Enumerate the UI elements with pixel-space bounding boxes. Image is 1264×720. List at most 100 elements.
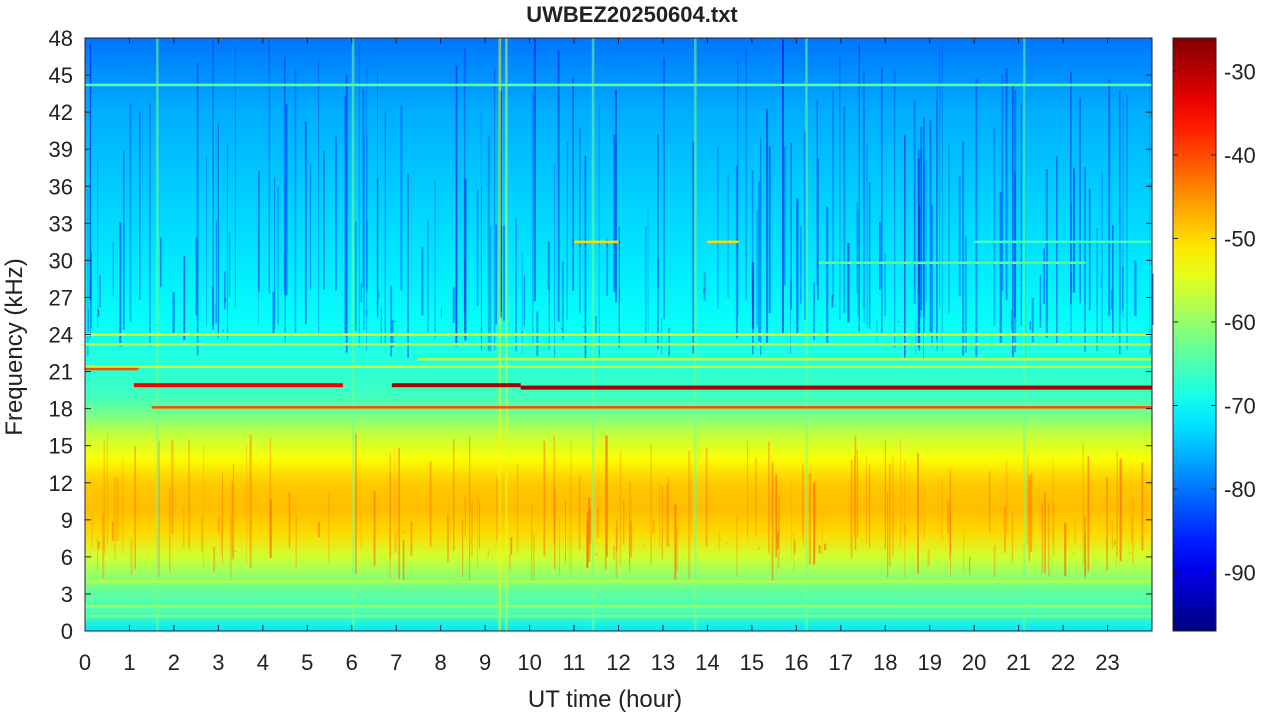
texture-streak <box>103 440 106 554</box>
texture-streak <box>771 462 774 581</box>
texture-streak <box>629 511 631 573</box>
texture-streak <box>123 151 125 330</box>
spectrogram-texture <box>87 38 1154 582</box>
x-tick-label: 23 <box>1095 650 1119 675</box>
y-tick-label: 15 <box>49 434 73 459</box>
texture-streak <box>233 551 237 553</box>
texture-streak <box>802 464 804 538</box>
x-tick-label: 22 <box>1051 650 1075 675</box>
texture-streak <box>752 279 754 355</box>
texture-streak <box>166 317 168 319</box>
texture-streak <box>355 221 357 331</box>
texture-streak <box>232 464 235 561</box>
texture-streak <box>102 513 105 579</box>
texture-streak <box>222 472 223 564</box>
texture-streak <box>212 286 214 326</box>
texture-streak <box>747 441 749 538</box>
texture-streak <box>502 225 506 321</box>
texture-streak <box>229 232 231 297</box>
texture-streak <box>97 309 100 317</box>
texture-streak <box>318 60 320 337</box>
texture-streak <box>531 503 533 581</box>
signal-line-2 <box>133 383 343 388</box>
texture-streak <box>452 287 455 323</box>
texture-streak <box>403 530 405 535</box>
texture-streak <box>269 499 272 558</box>
texture-streak <box>1131 518 1133 542</box>
texture-streak <box>1141 462 1144 551</box>
texture-streak <box>328 491 330 563</box>
colorbar-scale <box>1172 37 1217 632</box>
texture-streak <box>533 534 535 582</box>
texture-streak <box>756 210 758 327</box>
texture-streak <box>1027 454 1029 545</box>
texture-streak <box>310 164 311 290</box>
texture-streak <box>196 62 199 356</box>
texture-streak <box>554 490 556 570</box>
texture-streak <box>1028 475 1031 562</box>
texture-streak <box>676 524 679 572</box>
texture-streak <box>1052 460 1054 543</box>
texture-streak <box>487 550 489 557</box>
texture-streak <box>847 243 850 323</box>
texture-streak <box>462 519 464 577</box>
chart-title: UWBEZ20250604.txt <box>526 2 738 27</box>
texture-streak <box>1112 225 1114 337</box>
colorbar-tick-label: -40 <box>1224 143 1256 168</box>
y-tick-label: 6 <box>61 545 73 570</box>
texture-streak <box>440 307 442 319</box>
texture-streak <box>745 48 747 300</box>
x-tick-label: 15 <box>740 650 764 675</box>
colorbar-tick-label: -70 <box>1224 393 1256 418</box>
texture-streak <box>824 543 827 550</box>
texture-streak <box>160 237 162 287</box>
texture-streak <box>1134 260 1137 317</box>
texture-streak <box>831 295 834 308</box>
texture-streak <box>139 111 141 300</box>
texture-streak <box>201 516 203 553</box>
texture-streak <box>619 450 622 565</box>
texture-streak <box>99 275 101 308</box>
texture-streak <box>1043 248 1045 304</box>
texture-streak <box>843 106 846 314</box>
texture-streak <box>868 182 871 329</box>
texture-streak <box>803 486 804 548</box>
texture-streak <box>89 281 91 339</box>
texture-streak <box>949 498 951 560</box>
texture-streak <box>768 441 770 554</box>
texture-streak <box>705 447 708 547</box>
texture-streak <box>989 470 991 533</box>
texture-streak <box>429 461 432 548</box>
texture-streak <box>726 542 729 544</box>
texture-streak <box>1121 266 1124 311</box>
texture-streak <box>936 99 938 340</box>
texture-streak <box>794 540 796 554</box>
texture-streak <box>171 439 174 534</box>
x-tick-label: 3 <box>212 650 224 675</box>
x-tick-label: 14 <box>695 650 719 675</box>
texture-streak <box>821 511 823 558</box>
texture-streak <box>384 111 386 345</box>
texture-streak <box>1012 86 1014 357</box>
texture-streak <box>380 307 382 346</box>
texture-streak <box>751 262 754 329</box>
texture-streak <box>222 330 224 332</box>
texture-streak <box>796 198 799 334</box>
texture-streak <box>378 292 380 298</box>
texture-streak <box>947 500 950 534</box>
texture-streak <box>657 134 659 350</box>
texture-streak <box>813 482 816 565</box>
x-tick-label: 8 <box>435 650 447 675</box>
y-tick-label: 24 <box>49 323 73 348</box>
texture-streak <box>494 68 496 351</box>
texture-streak <box>605 434 607 570</box>
texture-streak <box>455 65 458 343</box>
texture-streak <box>559 516 560 577</box>
texture-streak <box>1072 167 1075 293</box>
texture-streak <box>993 128 996 326</box>
texture-streak <box>566 142 568 320</box>
texture-streak <box>818 545 821 554</box>
texture-streak <box>800 226 802 304</box>
texture-streak <box>183 255 186 341</box>
